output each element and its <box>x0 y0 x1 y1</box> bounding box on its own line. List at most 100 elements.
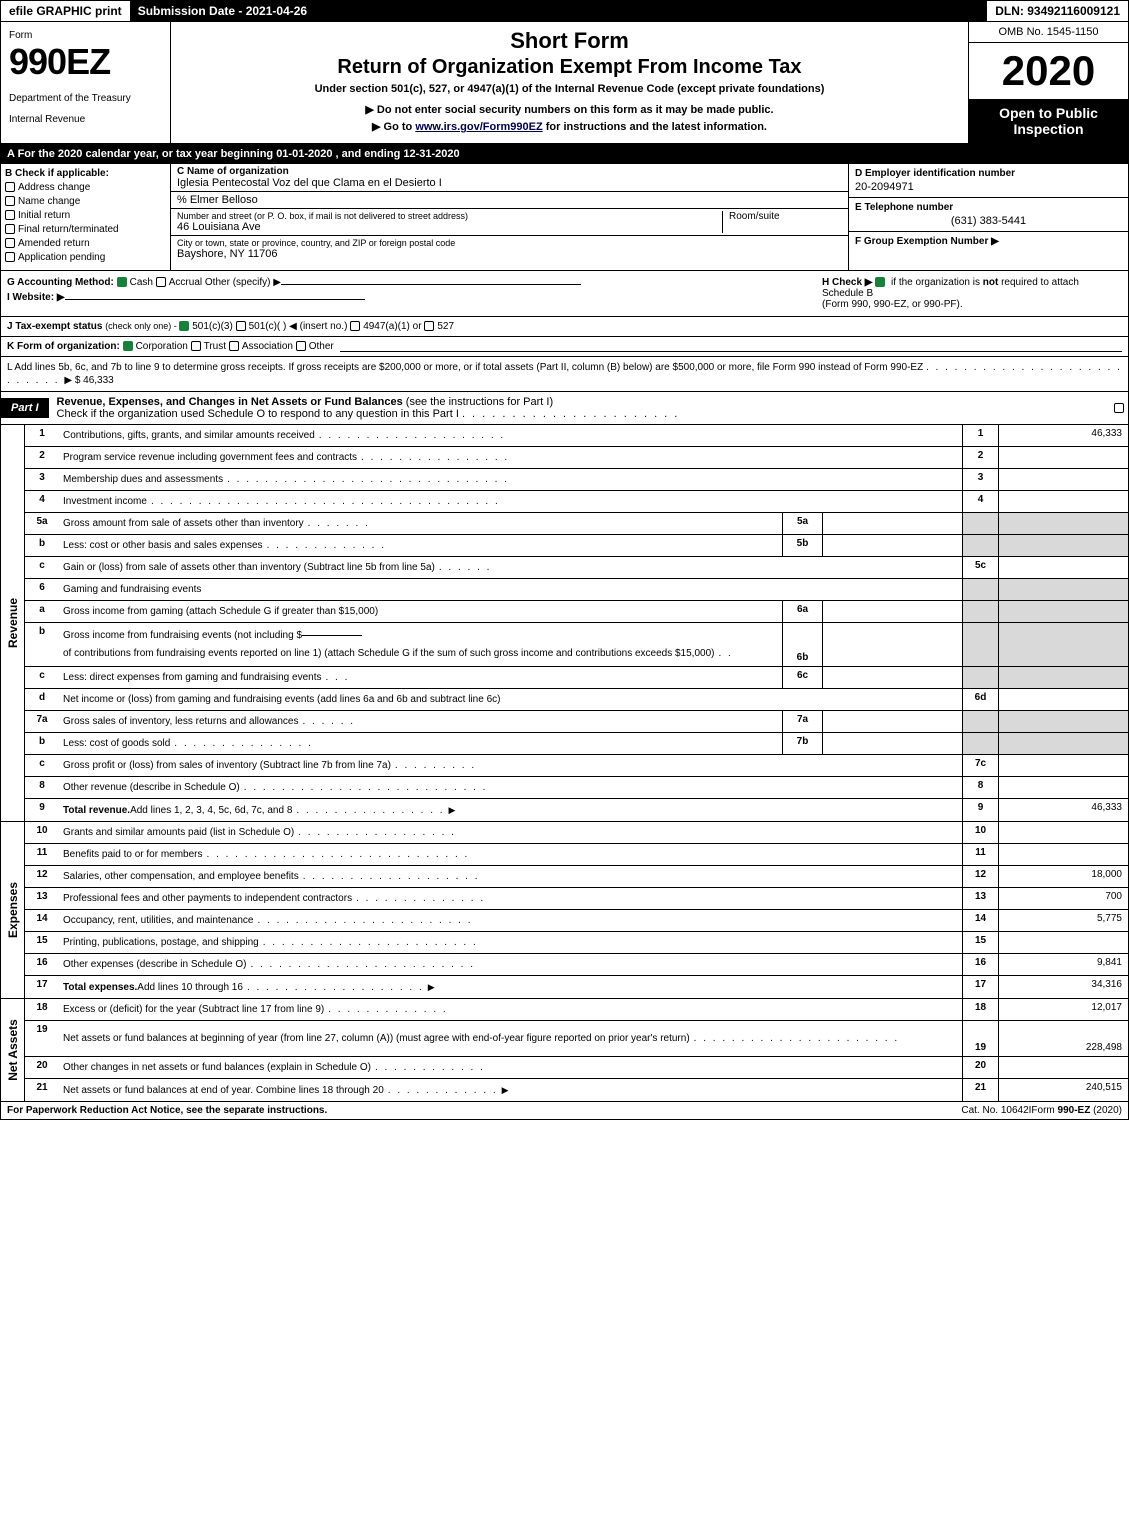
desc-text: Gross sales of inventory, less returns a… <box>63 716 298 727</box>
ln: 20 <box>25 1057 59 1078</box>
line-19: 19 Net assets or fund balances at beginn… <box>25 1021 1128 1057</box>
dots: . . . . . . . . . . . . . . . . <box>361 452 958 463</box>
dots: . . . . . . <box>439 562 958 573</box>
checkbox-icon[interactable] <box>179 321 189 331</box>
desc-text: Other expenses (describe in Schedule O) <box>63 959 246 970</box>
desc: Less: cost of goods sold . . . . . . . .… <box>59 733 782 754</box>
line-12: 12 Salaries, other compensation, and emp… <box>25 866 1128 888</box>
checkbox-icon[interactable] <box>156 277 166 287</box>
col-val-gray <box>998 579 1128 600</box>
org-name-row: C Name of organization Iglesia Pentecost… <box>171 164 848 192</box>
col-num: 3 <box>962 469 998 490</box>
checkbox-icon[interactable] <box>236 321 246 331</box>
sub-val <box>822 711 962 732</box>
irs-link[interactable]: www.irs.gov/Form990EZ <box>415 121 542 133</box>
sub-val <box>822 535 962 556</box>
checkbox-icon[interactable] <box>5 210 15 220</box>
line-7a: 7a Gross sales of inventory, less return… <box>25 711 1128 733</box>
ln: 16 <box>25 954 59 975</box>
desc-text: Benefits paid to or for members <box>63 849 203 860</box>
revenue-label: Revenue <box>6 598 20 648</box>
ein-tel-block: D Employer identification number 20-2094… <box>848 164 1128 270</box>
part1-title-bold: Revenue, Expenses, and Changes in Net As… <box>57 396 403 408</box>
section-i: I Website: ▶ <box>7 292 822 303</box>
dln: DLN: 93492116009121 <box>987 1 1128 21</box>
line-10: 10 Grants and similar amounts paid (list… <box>25 822 1128 844</box>
desc: Investment income . . . . . . . . . . . … <box>59 491 962 512</box>
ln: 5a <box>25 513 59 534</box>
checkbox-icon[interactable] <box>5 252 15 262</box>
col-num: 8 <box>962 777 998 798</box>
ln: b <box>25 733 59 754</box>
checkbox-icon[interactable] <box>5 238 15 248</box>
checkbox-icon[interactable] <box>1114 403 1124 413</box>
line-3: 3 Membership dues and assessments . . . … <box>25 469 1128 491</box>
part1-check <box>1112 402 1128 414</box>
line-6d: d Net income or (loss) from gaming and f… <box>25 689 1128 711</box>
sub-num: 7a <box>782 711 822 732</box>
col-num: 14 <box>962 910 998 931</box>
checkbox-icon[interactable] <box>191 341 201 351</box>
form-num: 990-EZ <box>1058 1105 1091 1116</box>
desc: Gross income from fundraising events (no… <box>59 623 782 666</box>
ln: 15 <box>25 932 59 953</box>
col-val <box>998 777 1128 798</box>
col-val-gray <box>998 535 1128 556</box>
dots: . . <box>718 648 778 659</box>
dots: . . . . . . . . . . . . <box>388 1085 958 1096</box>
checkbox-icon[interactable] <box>424 321 434 331</box>
checkbox-icon[interactable] <box>5 182 15 192</box>
checkbox-icon[interactable] <box>5 224 15 234</box>
col-num: 4 <box>962 491 998 512</box>
col-val <box>998 491 1128 512</box>
part1-tab: Part I <box>1 398 49 418</box>
desc-text: Gross income from fundraising events (no… <box>63 630 302 641</box>
checkbox-icon[interactable] <box>5 196 15 206</box>
col-val: 9,841 <box>998 954 1128 975</box>
desc: Gross profit or (loss) from sales of inv… <box>59 755 962 776</box>
chk-label: Amended return <box>18 238 90 249</box>
col-num-gray <box>962 535 998 556</box>
desc-text: Excess or (deficit) for the year (Subtra… <box>63 1004 324 1015</box>
desc: Gross amount from sale of assets other t… <box>59 513 782 534</box>
ln: c <box>25 755 59 776</box>
dots: . . . . . . . . . . . . . <box>328 1004 958 1015</box>
desc: Less: direct expenses from gaming and fu… <box>59 667 782 688</box>
checkbox-icon[interactable] <box>296 341 306 351</box>
checkbox-icon[interactable] <box>117 277 127 287</box>
desc: Other expenses (describe in Schedule O) … <box>59 954 962 975</box>
part1-title: Revenue, Expenses, and Changes in Net As… <box>49 392 1112 424</box>
col-num: 21 <box>962 1079 998 1101</box>
desc: Net income or (loss) from gaming and fun… <box>59 689 962 710</box>
desc-text-bold: Total expenses. <box>63 982 137 993</box>
desc: Program service revenue including govern… <box>59 447 962 468</box>
checkbox-icon[interactable] <box>875 277 885 287</box>
col-val <box>998 844 1128 865</box>
col-val-gray <box>998 733 1128 754</box>
dots: . . . . . . . . . . . . . . . . . . . . <box>319 430 958 441</box>
checkbox-icon[interactable] <box>123 341 133 351</box>
line-7c: c Gross profit or (loss) from sales of i… <box>25 755 1128 777</box>
g-i-left: G Accounting Method: Cash Accrual Other … <box>7 277 822 310</box>
website-line <box>65 299 365 300</box>
sub-num: 5b <box>782 535 822 556</box>
desc-text: Contributions, gifts, grants, and simila… <box>63 430 315 441</box>
col-num: 16 <box>962 954 998 975</box>
revenue-section: Revenue 1 Contributions, gifts, grants, … <box>0 425 1129 822</box>
checkbox-icon[interactable] <box>229 341 239 351</box>
form-ref: Form 990-EZ (2020) <box>1031 1105 1122 1116</box>
h-forms: (Form 990, 990-EZ, or 990-PF). <box>822 299 963 310</box>
dots: . . . . . . . . . . . . . . <box>356 893 958 904</box>
col-val: 12,017 <box>998 999 1128 1020</box>
col-num: 15 <box>962 932 998 953</box>
street-left: Number and street (or P. O. box, if mail… <box>177 211 722 233</box>
desc: Net assets or fund balances at beginning… <box>59 1021 962 1056</box>
checkbox-icon[interactable] <box>350 321 360 331</box>
section-e: E Telephone number (631) 383-5441 <box>849 198 1128 232</box>
col-val <box>998 932 1128 953</box>
desc-text: Less: cost or other basis and sales expe… <box>63 540 263 551</box>
expenses-section: Expenses 10 Grants and similar amounts p… <box>0 822 1129 999</box>
desc-text: Add lines 1, 2, 3, 4, 5c, 6d, 7c, and 8 <box>130 805 292 816</box>
expenses-side-label: Expenses <box>1 822 25 998</box>
desc: Gross income from gaming (attach Schedul… <box>59 601 782 622</box>
